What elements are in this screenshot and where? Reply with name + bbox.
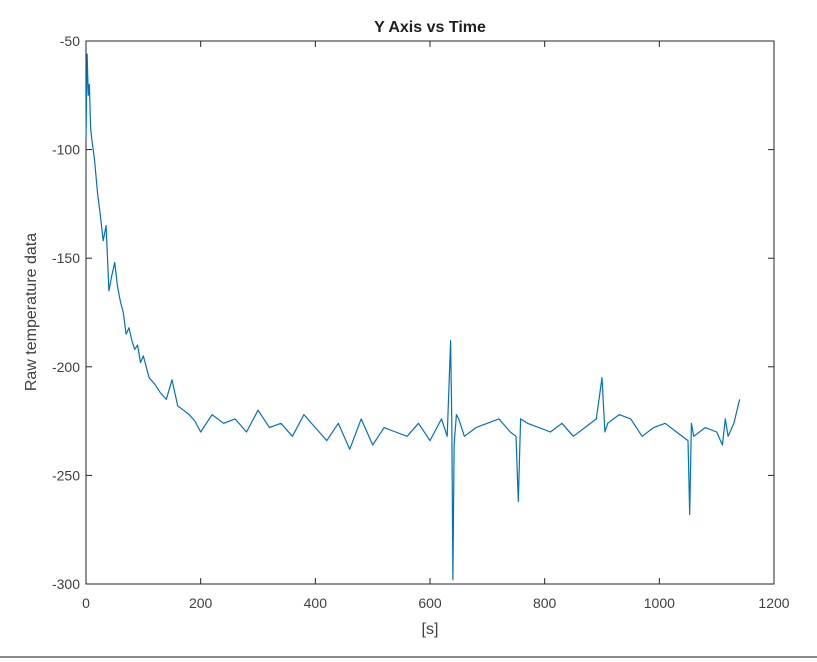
- x-tick-label: 200: [189, 595, 213, 611]
- y-tick-label: -250: [52, 467, 80, 483]
- y-tick-label: -200: [52, 359, 80, 375]
- series-line: [85, 53, 741, 581]
- y-tick-label: -50: [60, 33, 80, 49]
- plot-area: [85, 40, 775, 585]
- x-tick-label: 1200: [758, 595, 789, 611]
- y-tick-label: -300: [52, 576, 80, 592]
- x-tick-label: 400: [304, 595, 328, 611]
- y-tick-label: -100: [52, 142, 80, 158]
- x-axis-label: [s]: [422, 621, 439, 638]
- x-tick-label: 1000: [644, 595, 675, 611]
- y-tick-label: -150: [52, 250, 80, 266]
- x-tick-label: 800: [533, 595, 557, 611]
- window-bottom-border: [0, 656, 817, 658]
- x-tick-label: 0: [82, 595, 90, 611]
- chart-title: Y Axis vs Time: [374, 19, 486, 36]
- x-tick-label: 600: [418, 595, 442, 611]
- y-axis-label: Raw temperature data: [23, 233, 40, 391]
